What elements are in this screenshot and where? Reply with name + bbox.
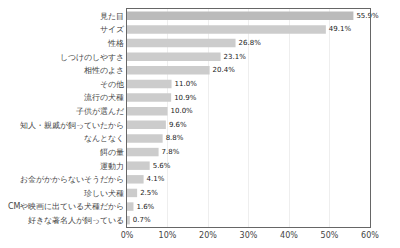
svg-text:0%: 0% bbox=[121, 231, 134, 240]
svg-text:4.1%: 4.1% bbox=[147, 175, 165, 183]
svg-text:1.6%: 1.6% bbox=[136, 203, 154, 211]
svg-text:見た目: 見た目 bbox=[100, 12, 124, 21]
svg-text:9.6%: 9.6% bbox=[169, 121, 187, 129]
svg-text:7.8%: 7.8% bbox=[162, 148, 180, 156]
svg-text:60%: 60% bbox=[361, 231, 379, 240]
svg-text:11.0%: 11.0% bbox=[175, 80, 198, 88]
svg-text:2.5%: 2.5% bbox=[140, 189, 158, 197]
svg-text:30%: 30% bbox=[240, 231, 258, 240]
svg-text:0.7%: 0.7% bbox=[133, 216, 151, 224]
svg-text:性格: 性格 bbox=[107, 39, 124, 48]
svg-text:50%: 50% bbox=[321, 231, 339, 240]
svg-text:しつけのしやすさ: しつけのしやすさ bbox=[60, 52, 124, 61]
svg-text:49.1%: 49.1% bbox=[329, 25, 352, 33]
svg-text:相性のよさ: 相性のよさ bbox=[84, 66, 124, 75]
svg-text:40%: 40% bbox=[280, 231, 298, 240]
svg-text:サイズ: サイズ bbox=[100, 25, 125, 34]
svg-text:10%: 10% bbox=[159, 231, 177, 240]
svg-text:なんとなく: なんとなく bbox=[84, 134, 124, 143]
svg-text:55.9%: 55.9% bbox=[356, 12, 379, 20]
svg-text:23.1%: 23.1% bbox=[224, 53, 247, 61]
svg-text:流行の犬種: 流行の犬種 bbox=[84, 93, 124, 102]
svg-text:20%: 20% bbox=[199, 231, 217, 240]
svg-text:8.8%: 8.8% bbox=[166, 134, 184, 142]
svg-text:珍しい犬種: 珍しい犬種 bbox=[84, 189, 124, 198]
svg-text:お金がかからないそうだから: お金がかからないそうだから bbox=[20, 175, 124, 184]
svg-text:26.8%: 26.8% bbox=[239, 39, 262, 47]
svg-text:餌の量: 餌の量 bbox=[100, 148, 124, 157]
svg-text:好きな著名人が飼っている: 好きな著名人が飼っている bbox=[28, 216, 124, 225]
svg-text:5.6%: 5.6% bbox=[153, 162, 171, 170]
svg-text:10.9%: 10.9% bbox=[174, 94, 197, 102]
svg-text:20.4%: 20.4% bbox=[213, 66, 236, 74]
svg-text:10.0%: 10.0% bbox=[171, 107, 194, 115]
svg-text:CMや映画に出ている犬種だから: CMや映画に出ている犬種だから bbox=[8, 202, 125, 211]
svg-text:運動力: 運動力 bbox=[100, 161, 124, 170]
svg-text:その他: その他 bbox=[100, 80, 124, 89]
svg-text:知人・親戚が飼っていたから: 知人・親戚が飼っていたから bbox=[20, 121, 124, 130]
svg-text:子供が選んだ: 子供が選んだ bbox=[76, 107, 124, 116]
